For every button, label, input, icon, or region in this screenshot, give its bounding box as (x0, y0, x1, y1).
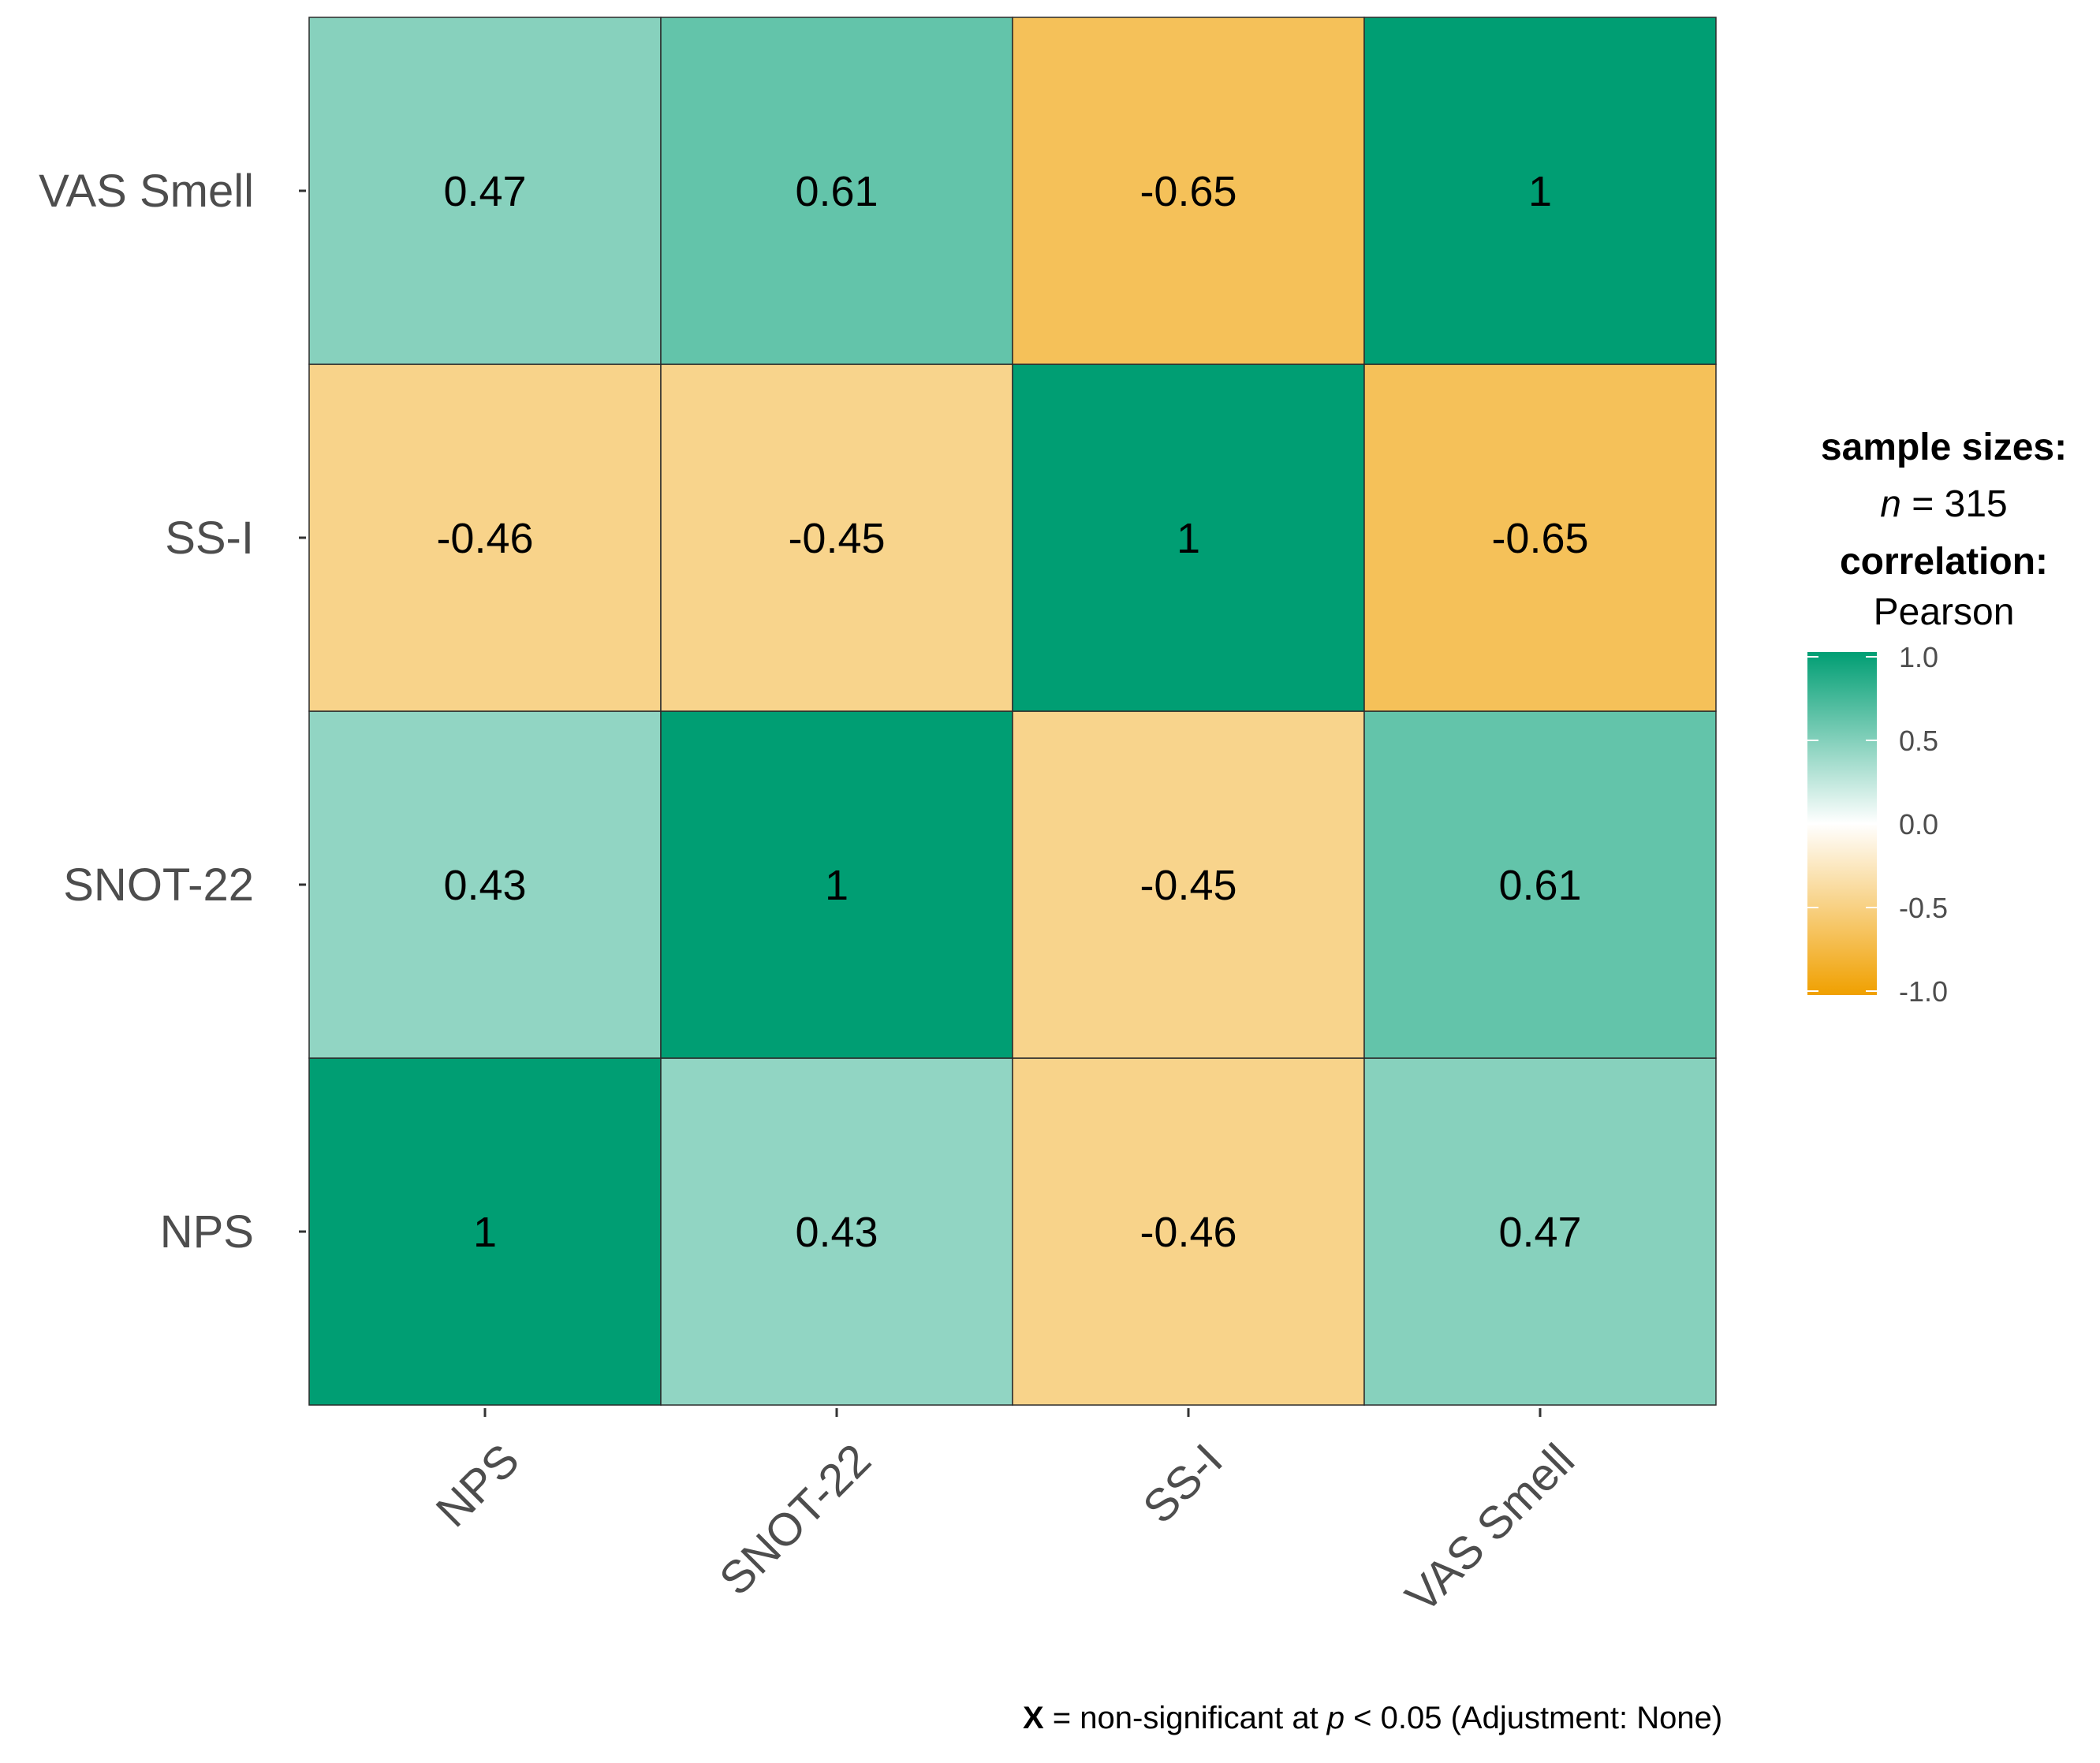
y-axis-tick-label: SS-I (165, 512, 254, 564)
cell-value-label: 1 (1528, 168, 1552, 215)
legend-tick-label: 0.5 (1899, 725, 1938, 757)
y-axis-tick-label: VAS Smell (39, 166, 254, 217)
cell-value-label: 0.61 (1498, 862, 1581, 909)
cell-value-label: 0.47 (1498, 1209, 1581, 1256)
cell-value-label: -0.45 (788, 515, 885, 562)
legend-correlation-method: Pearson (1874, 591, 2015, 633)
legend-sample-size-value: n = 315 (1880, 483, 2008, 525)
cell-value-label: 0.43 (795, 1209, 878, 1256)
cell-value-label: -0.46 (1140, 1209, 1237, 1256)
heatmap-cell-1-0 (308, 710, 662, 1059)
y-axis-tick-label: NPS (160, 1206, 254, 1258)
legend-color-bar (1807, 652, 1877, 995)
heatmap-cell-3-3 (1363, 17, 1717, 365)
x-axis-tick-label: SNOT-22 (710, 1434, 881, 1605)
cell-value-label: 1 (1177, 515, 1200, 562)
legend-ticks: 1.0 0.5 0.0 -0.5 -1.0 (1807, 641, 1948, 1008)
significance-caption: X = non-significant at p < 0.05 (Adjustm… (1023, 1701, 1722, 1735)
x-axis: NPS SNOT-22 SS-I VAS Smell (427, 1408, 1584, 1623)
caption-text-2: < 0.05 (Adjustment: None) (1345, 1701, 1722, 1735)
legend-tick-label: 0.0 (1899, 808, 1938, 840)
heatmap-cell-3-2 (1012, 17, 1365, 365)
y-axis: NPS SNOT-22 SS-I VAS Smell (39, 166, 306, 1258)
x-axis-tick-label: NPS (427, 1434, 529, 1537)
heatmap-cell-2-1 (660, 363, 1013, 712)
caption-p-symbol: p (1326, 1701, 1345, 1735)
cell-value-label: -0.65 (1140, 168, 1237, 215)
heatmap-cell-1-3 (1363, 710, 1717, 1059)
heatmap-cell-0-0 (308, 1057, 662, 1406)
cell-value-label: -0.45 (1140, 862, 1237, 909)
cell-value-label: -0.65 (1491, 515, 1588, 562)
caption-text-1: = non-significant at (1044, 1701, 1327, 1735)
x-axis-tick-label: SS-I (1133, 1434, 1233, 1534)
legend-correlation-title: correlation: (1840, 541, 2048, 583)
heatmap-cell-labels: 1 0.43 -0.46 0.47 0.43 1 -0.45 0.61 -0.46 -0.45 1 -… (436, 168, 1588, 1256)
legend-sample-sizes-title: sample sizes: (1821, 427, 2067, 468)
legend-n-equals: = 315 (1901, 483, 2008, 525)
cell-value-label: 0.43 (443, 862, 526, 909)
heatmap-cell-1-1 (660, 710, 1013, 1059)
y-axis-tick-label: SNOT-22 (63, 859, 254, 911)
heatmap-cell-3-0 (308, 17, 662, 365)
legend-n-symbol: n (1880, 483, 1901, 525)
cell-value-label: 0.47 (443, 168, 526, 215)
heatmap-cell-1-2 (1012, 710, 1365, 1059)
heatmap-cell-3-1 (660, 17, 1013, 365)
legend: sample sizes: n = 315 correlation: Pears… (1807, 427, 2067, 1008)
heatmap-cell-2-0 (308, 363, 662, 712)
x-axis-tick-label: VAS Smell (1396, 1434, 1584, 1623)
heatmap-cell-0-3 (1363, 1057, 1717, 1406)
heatmap-cell-0-1 (660, 1057, 1013, 1406)
cell-value-label: -0.46 (436, 515, 533, 562)
heatmap-cell-2-3 (1363, 363, 1717, 712)
cell-value-label: 0.61 (795, 168, 878, 215)
legend-tick-label: -0.5 (1899, 892, 1948, 924)
cell-value-label: 1 (473, 1209, 497, 1256)
cell-value-label: 1 (825, 862, 849, 909)
legend-tick-label: -1.0 (1899, 975, 1948, 1008)
caption-x-symbol: X (1023, 1701, 1044, 1735)
legend-tick-label: 1.0 (1899, 641, 1938, 673)
heatmap-cells (308, 17, 1717, 1406)
